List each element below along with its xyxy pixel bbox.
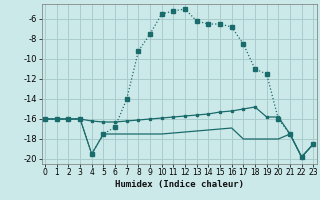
X-axis label: Humidex (Indice chaleur): Humidex (Indice chaleur) bbox=[115, 180, 244, 189]
